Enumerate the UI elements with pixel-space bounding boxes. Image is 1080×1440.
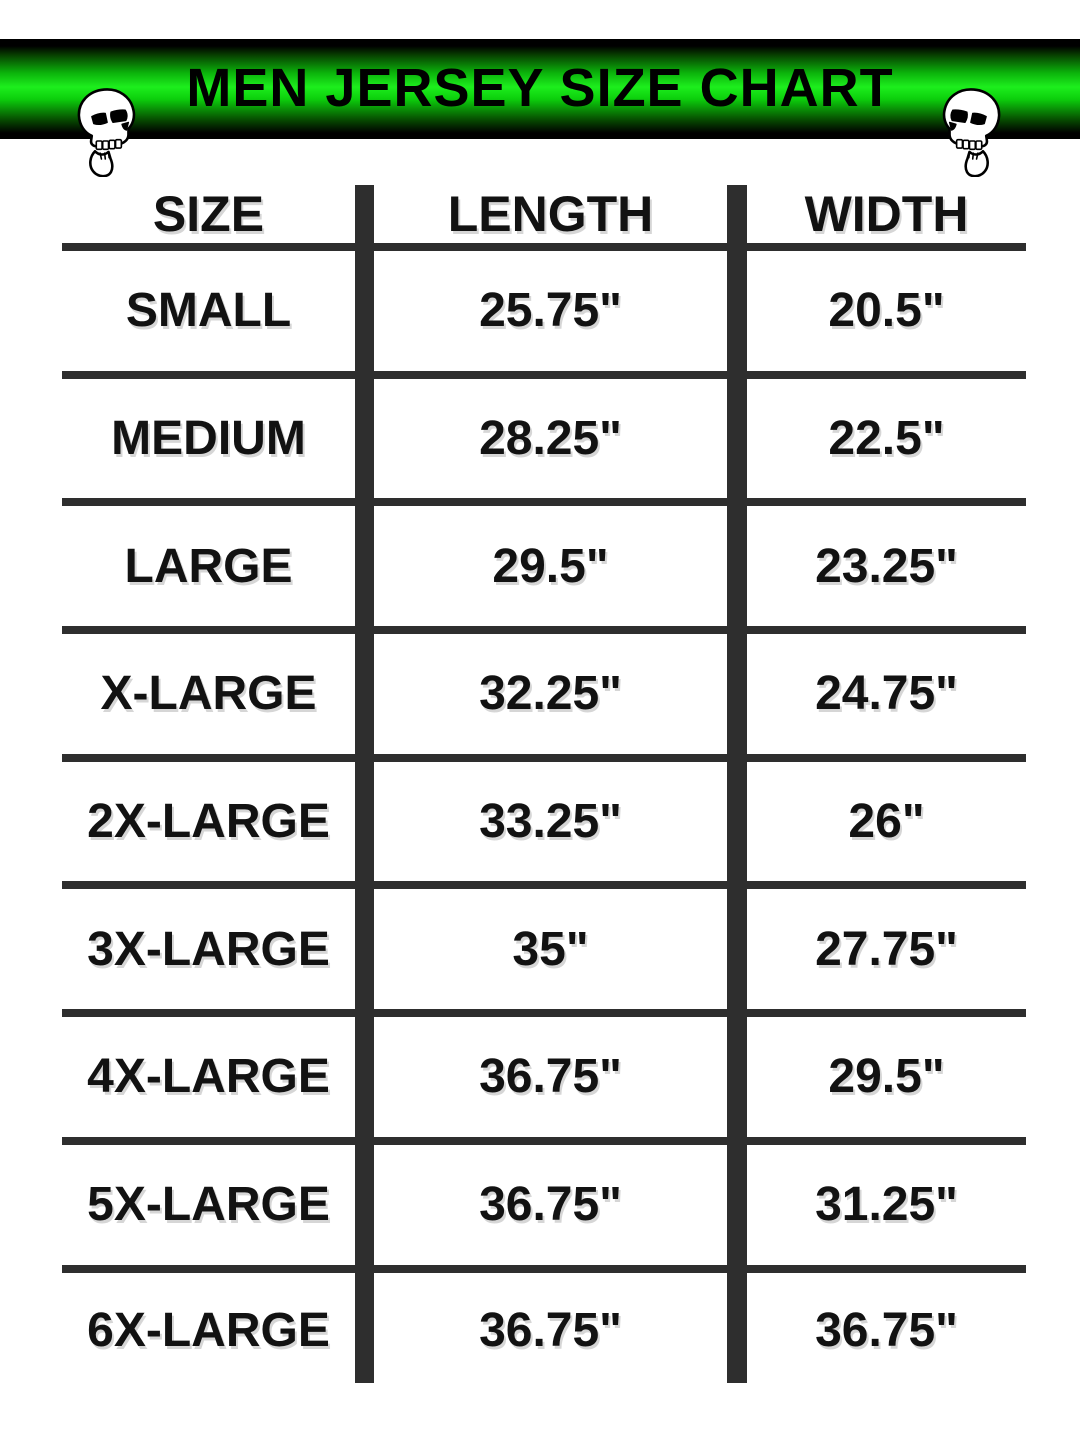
table-row: 3X-LARGE 35" 27.75" xyxy=(62,889,1026,1018)
skull-icon xyxy=(938,87,1010,178)
column-header-size: SIZE xyxy=(152,186,265,242)
table-row: 2X-LARGE 33.25" 26" xyxy=(62,762,1026,890)
length-cell: 36.75" xyxy=(479,1178,622,1232)
length-cell: 33.25" xyxy=(479,795,622,849)
size-cell: LARGE xyxy=(124,539,293,593)
width-cell: 36.75" xyxy=(815,1303,958,1357)
size-cell: 5X-LARGE xyxy=(87,1178,330,1232)
width-cell: 27.75" xyxy=(815,922,958,976)
size-cell: 6X-LARGE xyxy=(87,1303,330,1357)
length-cell: 25.75" xyxy=(479,284,622,338)
table-row: X-LARGE 32.25" 24.75" xyxy=(62,634,1026,762)
skull-icon xyxy=(68,87,140,178)
width-cell: 24.75" xyxy=(815,667,958,721)
table-row: 5X-LARGE 36.75" 31.25" xyxy=(62,1145,1026,1273)
width-cell: 26" xyxy=(848,795,925,849)
table-row: MEDIUM 28.25" 22.5" xyxy=(62,379,1026,507)
table-row: SMALL 25.75" 20.5" xyxy=(62,251,1026,379)
column-header-width: WIDTH xyxy=(804,186,969,242)
column-divider xyxy=(727,185,747,1383)
page-title: MEN JERSEY SIZE CHART xyxy=(186,58,894,118)
length-cell: 35" xyxy=(512,922,589,976)
size-chart-table: SIZE LENGTH WIDTH SMALL 25.75" 20.5" MED… xyxy=(62,185,1026,1383)
length-cell: 36.75" xyxy=(479,1303,622,1357)
length-cell: 36.75" xyxy=(479,1050,622,1104)
width-cell: 22.5" xyxy=(828,412,945,466)
column-divider xyxy=(355,185,374,1383)
length-cell: 32.25" xyxy=(479,667,622,721)
size-cell: 2X-LARGE xyxy=(87,795,330,849)
length-cell: 28.25" xyxy=(479,412,622,466)
width-cell: 29.5" xyxy=(828,1050,945,1104)
width-cell: 31.25" xyxy=(815,1178,958,1232)
width-cell: 20.5" xyxy=(828,284,945,338)
table-row: LARGE 29.5" 23.25" xyxy=(62,506,1026,635)
table-header-row: SIZE LENGTH WIDTH xyxy=(62,185,1026,251)
size-cell: 3X-LARGE xyxy=(87,922,330,976)
size-cell: 4X-LARGE xyxy=(87,1050,330,1104)
length-cell: 29.5" xyxy=(492,539,609,593)
width-cell: 23.25" xyxy=(815,539,958,593)
size-cell: MEDIUM xyxy=(111,412,306,466)
table-row: 6X-LARGE 36.75" 36.75" xyxy=(62,1273,1026,1388)
table-row: 4X-LARGE 36.75" 29.5" xyxy=(62,1017,1026,1145)
size-cell: SMALL xyxy=(125,284,292,338)
title-banner: MEN JERSEY SIZE CHART xyxy=(0,39,1080,178)
column-header-length: LENGTH xyxy=(447,186,654,242)
size-cell: X-LARGE xyxy=(100,667,317,721)
